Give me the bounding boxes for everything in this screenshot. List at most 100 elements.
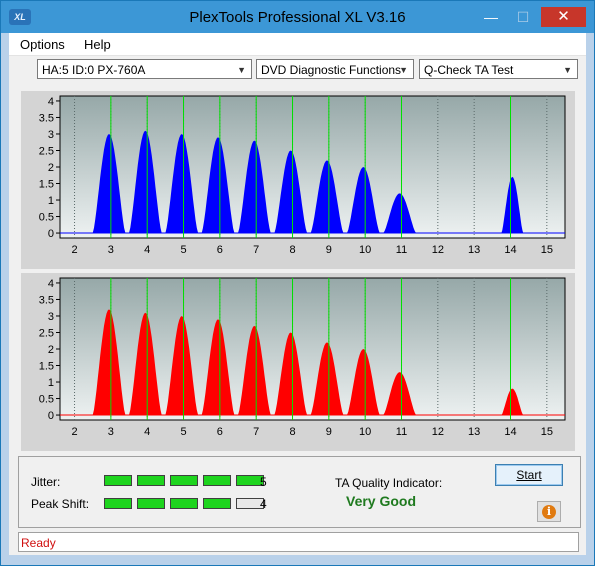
meter-segment xyxy=(170,475,198,486)
x-tick-label: 13 xyxy=(468,426,480,438)
start-button[interactable]: Start xyxy=(495,464,563,486)
close-button[interactable]: ✕ xyxy=(541,7,586,27)
y-tick-label: 1 xyxy=(48,377,54,389)
distribution-peak xyxy=(238,140,271,233)
x-tick-label: 14 xyxy=(504,244,516,256)
x-tick-label: 12 xyxy=(432,426,444,438)
x-tick-label: 4 xyxy=(144,426,150,438)
x-tick-label: 13 xyxy=(468,244,480,256)
ta-quality-label: TA Quality Indicator: xyxy=(335,476,443,490)
x-tick-label: 3 xyxy=(108,426,114,438)
y-tick-label: 1.5 xyxy=(39,179,54,191)
meter-segment xyxy=(104,475,132,486)
meter-segment xyxy=(203,475,231,486)
x-tick-label: 6 xyxy=(217,426,223,438)
meter-segment xyxy=(170,498,198,509)
distribution-peak xyxy=(274,332,308,415)
chevron-down-icon: ▼ xyxy=(237,65,246,75)
distribution-peak xyxy=(347,167,380,233)
peak-shift-value: 4 xyxy=(260,497,267,511)
status-bar: Ready xyxy=(18,532,579,552)
window-title: PlexTools Professional XL V3.16 xyxy=(189,9,406,26)
function-select[interactable]: DVD Diagnostic Functions ▼ xyxy=(256,59,414,79)
title-bar[interactable]: XL PlexTools Professional XL V3.16 — ☐ ✕ xyxy=(1,1,594,33)
distribution-peak xyxy=(165,134,199,233)
x-tick-label: 11 xyxy=(396,244,407,256)
x-tick-label: 8 xyxy=(289,426,295,438)
jitter-chart: 0 0.5 1 1.5 2 2.5 3 3.5 4 2 3 4 5 6 7 8 9 10 11 12 13 14 15 xyxy=(39,95,566,256)
info-button[interactable]: i xyxy=(537,501,561,522)
peak-shift-label: Peak Shift: xyxy=(31,497,90,511)
client-area: Options Help HA:5 ID:0 PX-760A ▼ DVD Dia… xyxy=(9,33,586,555)
distribution-peak xyxy=(201,319,235,415)
test-select[interactable]: Q-Check TA Test ▼ xyxy=(419,59,578,79)
meter-segment xyxy=(137,475,165,486)
x-tick-label: 15 xyxy=(541,244,553,256)
start-button-label: Start xyxy=(516,468,542,482)
x-tick-label: 7 xyxy=(253,244,259,256)
y-tick-label: 0 xyxy=(48,410,54,422)
distribution-peak xyxy=(383,372,416,415)
y-tick-label: 2 xyxy=(48,162,54,174)
y-tick-label: 1 xyxy=(48,195,54,207)
maximize-button[interactable]: ☐ xyxy=(516,9,530,25)
meter-segment xyxy=(236,475,264,486)
status-text: Ready xyxy=(21,536,56,550)
y-tick-label: 3.5 xyxy=(39,294,54,306)
x-tick-label: 11 xyxy=(396,426,407,438)
ta-quality-verdict: Very Good xyxy=(346,493,417,509)
x-tick-label: 15 xyxy=(541,426,553,438)
x-tick-label: 12 xyxy=(432,244,444,256)
chevron-down-icon: ▼ xyxy=(399,65,408,75)
jitter-value: 5 xyxy=(260,475,267,489)
y-tick-label: 2.5 xyxy=(39,327,54,339)
x-tick-label: 10 xyxy=(359,426,371,438)
meter-segment xyxy=(104,498,132,509)
x-tick-label: 5 xyxy=(180,244,186,256)
function-select-value: DVD Diagnostic Functions xyxy=(261,63,402,77)
distribution-peak xyxy=(129,312,162,415)
menu-help[interactable]: Help xyxy=(84,37,111,52)
test-select-value: Q-Check TA Test xyxy=(424,63,514,77)
jitter-meter xyxy=(104,475,264,486)
y-tick-label: 0.5 xyxy=(39,212,54,224)
jitter-chart-panel: 0 0.5 1 1.5 2 2.5 3 3.5 4 2 3 4 5 6 7 8 9 10 11 12 13 14 15 xyxy=(21,91,575,269)
x-tick-label: 5 xyxy=(180,426,186,438)
drive-select[interactable]: HA:5 ID:0 PX-760A ▼ xyxy=(37,59,252,79)
y-tick-label: 3 xyxy=(48,311,54,323)
distribution-peak xyxy=(274,150,308,233)
jitter-label: Jitter: xyxy=(31,475,61,489)
distribution-peak xyxy=(383,193,416,233)
y-tick-label: 0 xyxy=(48,228,54,240)
distribution-peak xyxy=(238,325,271,415)
distribution-peak xyxy=(92,134,126,233)
distribution-peak xyxy=(310,342,344,415)
meter-segment xyxy=(236,498,264,509)
y-tick-label: 4 xyxy=(48,96,54,108)
meter-segment xyxy=(203,498,231,509)
distribution-peak xyxy=(129,130,162,233)
distribution-peak xyxy=(165,316,199,415)
x-tick-label: 9 xyxy=(326,426,332,438)
x-tick-label: 10 xyxy=(359,244,371,256)
y-tick-label: 2.5 xyxy=(39,145,54,157)
x-tick-label: 6 xyxy=(217,244,223,256)
y-tick-label: 2 xyxy=(48,344,54,356)
results-panel xyxy=(18,456,581,528)
drive-select-value: HA:5 ID:0 PX-760A xyxy=(42,63,146,77)
y-tick-label: 3 xyxy=(48,129,54,141)
y-tick-label: 0.5 xyxy=(39,394,54,406)
menu-bar: Options Help xyxy=(9,33,586,56)
x-tick-label: 4 xyxy=(144,244,150,256)
meter-segment xyxy=(137,498,165,509)
x-tick-label: 7 xyxy=(253,426,259,438)
x-tick-label: 9 xyxy=(326,244,332,256)
y-tick-label: 1.5 xyxy=(39,361,54,373)
distribution-peak xyxy=(310,160,344,233)
info-icon: i xyxy=(542,504,556,519)
x-tick-label: 2 xyxy=(71,244,77,256)
menu-options[interactable]: Options xyxy=(20,37,65,52)
distribution-peak xyxy=(501,176,524,233)
minimize-button[interactable]: — xyxy=(484,9,498,25)
